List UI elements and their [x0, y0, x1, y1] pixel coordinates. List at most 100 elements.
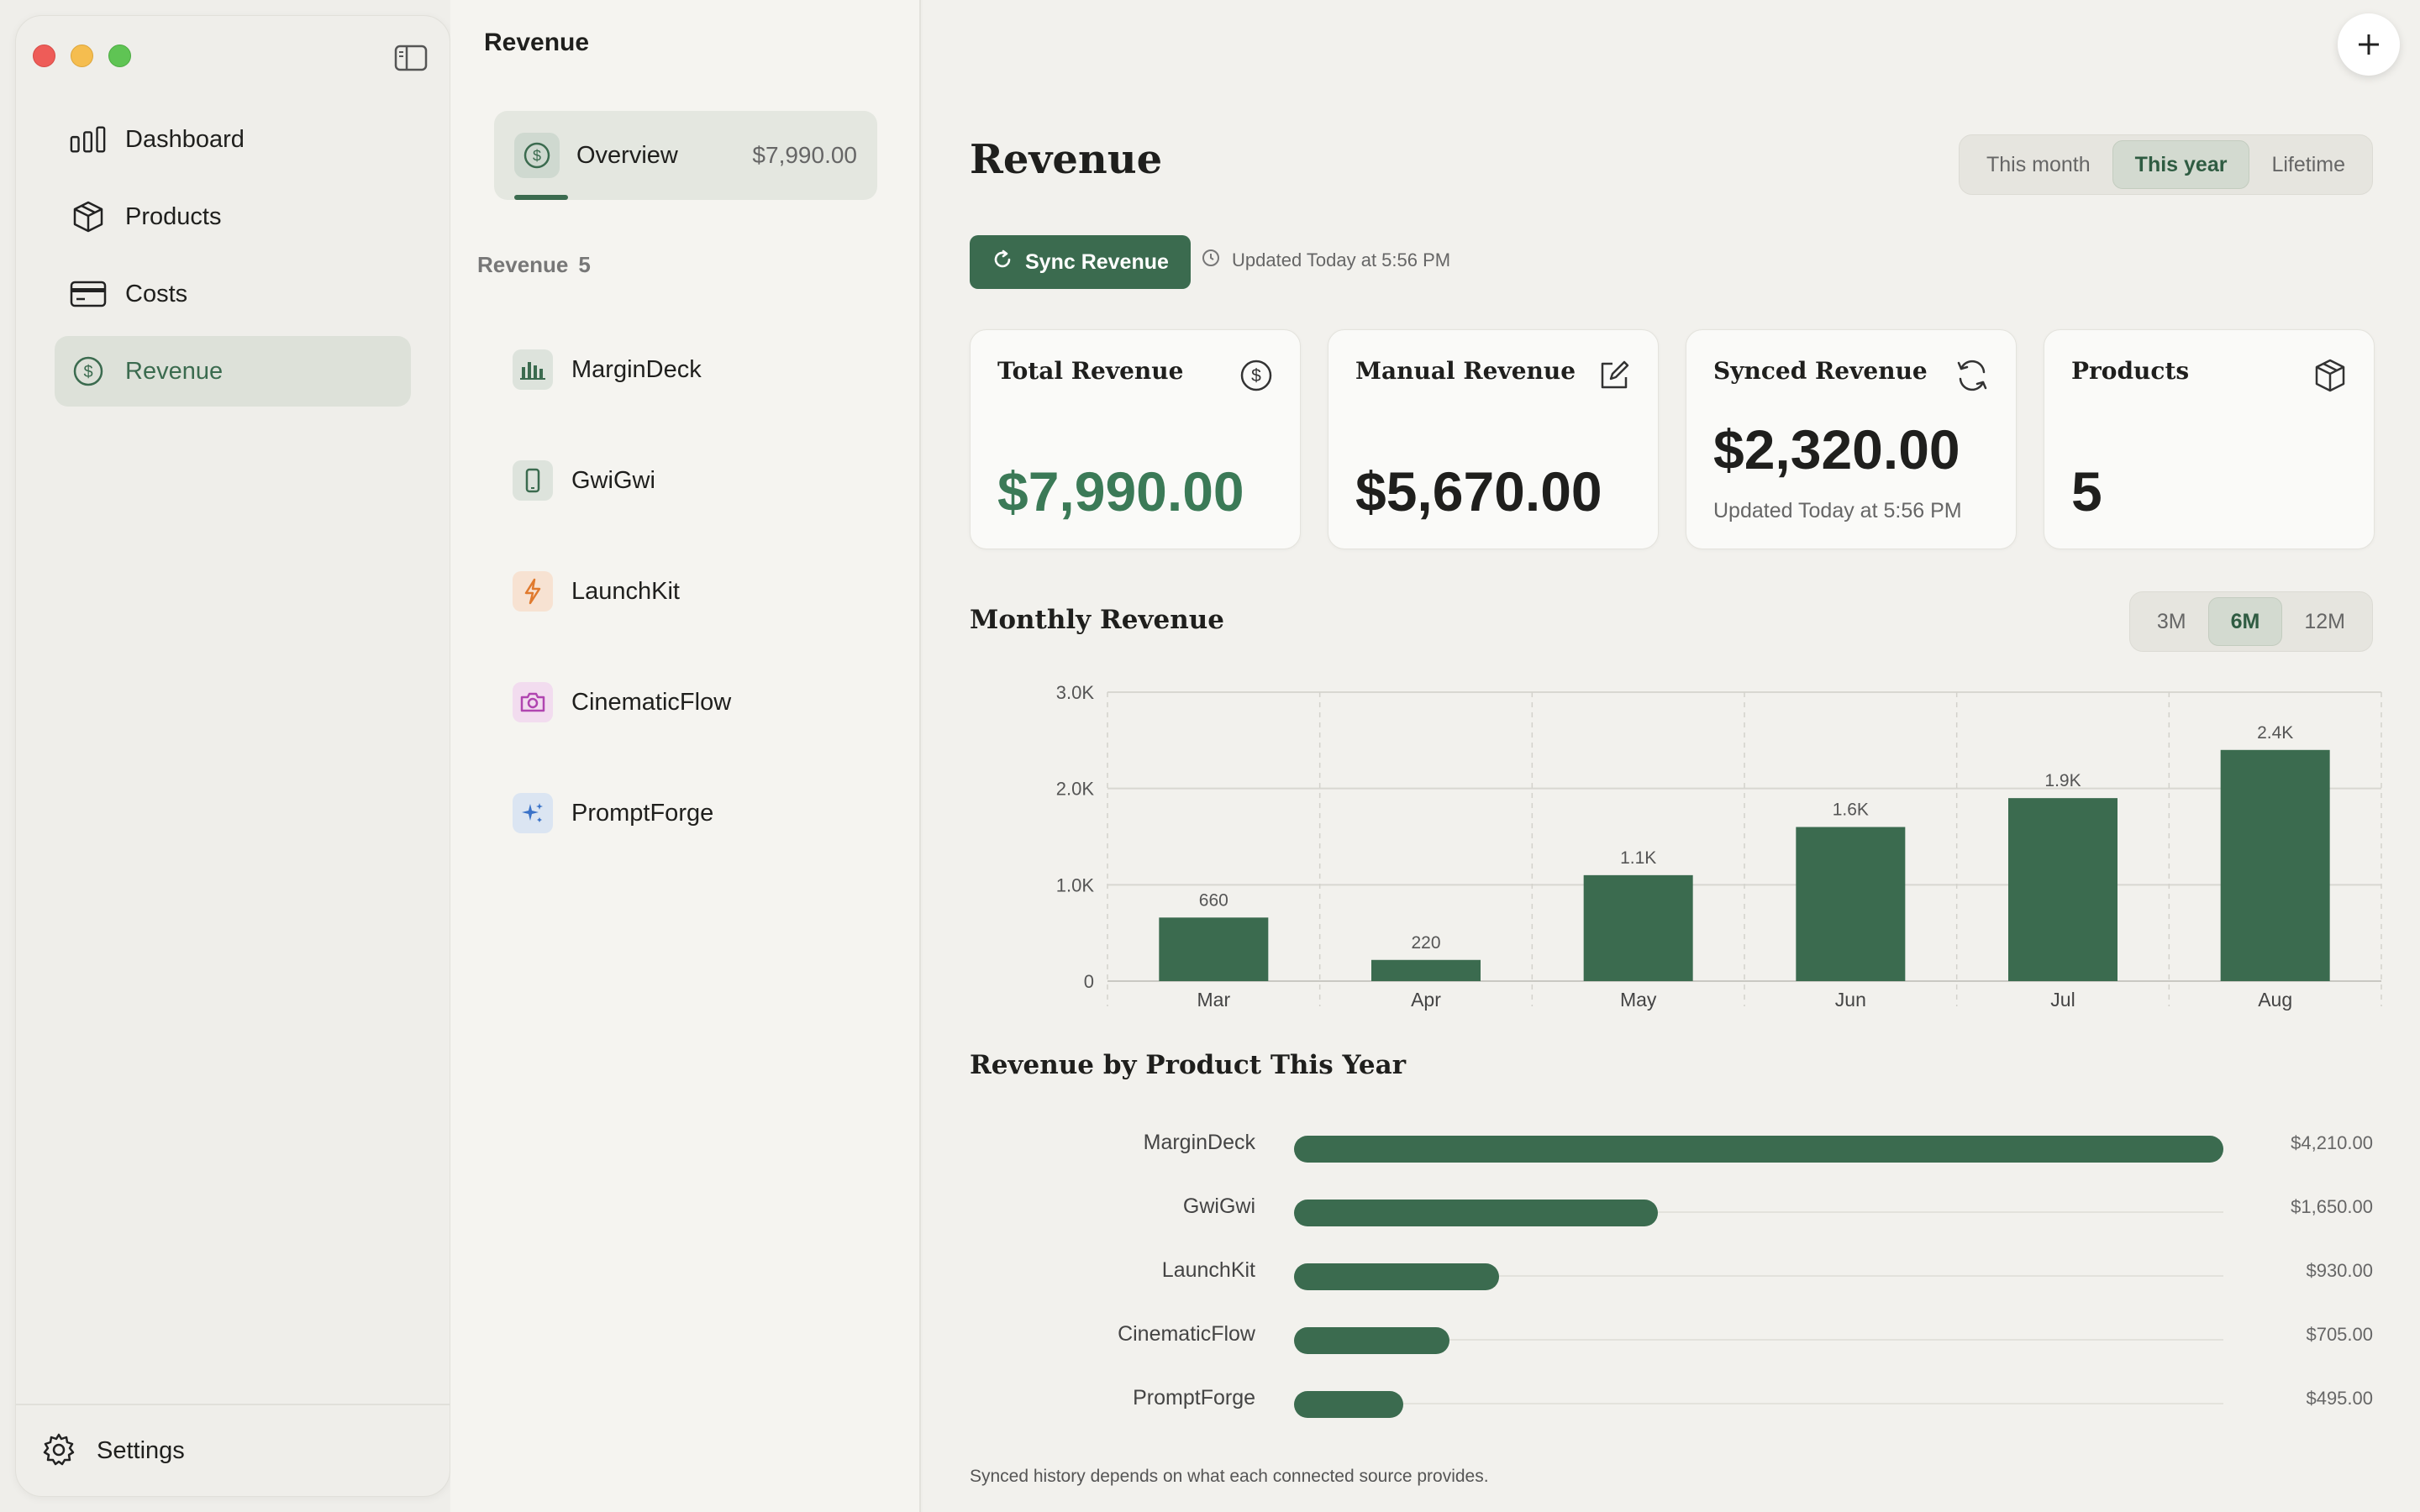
x-tick-label: Mar — [1197, 989, 1231, 1011]
product-bar-row: CinematicFlow $705.00 — [970, 1309, 2373, 1373]
bar-chart-icon — [70, 121, 107, 158]
bar-value-label: 220 — [1411, 933, 1440, 953]
products-card: Products 5 — [2044, 329, 2375, 549]
period-this-month[interactable]: This month — [1986, 152, 2091, 176]
product-bar-track — [1294, 1211, 2223, 1213]
sidebar-item-products[interactable]: Products — [55, 181, 411, 252]
x-tick-label: Jun — [1835, 989, 1866, 1011]
bar-value-label: 1.6K — [1833, 801, 1869, 820]
range-3m[interactable]: 3M — [2156, 609, 2186, 633]
summary-cards: Total Revenue $ $7,990.00 Manual Revenue… — [970, 329, 2375, 549]
product-bar-row: GwiGwi $1,650.00 — [970, 1181, 2373, 1245]
period-selector: This month This year Lifetime — [1959, 134, 2373, 195]
last-updated-text: Updated Today at 5:56 PM — [1232, 249, 1451, 270]
card-value: $2,320.00 — [1713, 418, 1960, 480]
list-item-gwigwi[interactable]: GwiGwi — [513, 425, 731, 536]
minimize-window-button[interactable] — [71, 45, 93, 67]
sync-revenue-label: Sync Revenue — [1025, 249, 1169, 274]
list-item-launchkit[interactable]: LaunchKit — [513, 536, 731, 647]
product-bar — [1294, 1327, 1449, 1354]
add-button[interactable] — [2338, 13, 2400, 76]
overview-label: Overview — [576, 141, 678, 169]
revenue-by-product-title: Revenue by Product This Year — [970, 1050, 1407, 1080]
manual-revenue-card: Manual Revenue $5,670.00 — [1328, 329, 1659, 549]
sidebar-item-costs[interactable]: Costs — [55, 259, 411, 329]
selection-indicator — [514, 195, 568, 200]
sidebar-item-label: Revenue — [125, 357, 224, 385]
box-icon — [70, 198, 107, 235]
range-12m[interactable]: 12M — [2304, 609, 2345, 633]
product-bar-value: $495.00 — [2306, 1388, 2373, 1409]
bar-may — [1583, 874, 1693, 981]
card-title: Products — [2071, 357, 2190, 385]
sidebar-item-revenue[interactable]: $ Revenue — [55, 336, 411, 407]
settings-label: Settings — [97, 1436, 185, 1464]
y-tick-label: 1.0K — [1056, 874, 1095, 895]
product-bar-label: LaunchKit — [1161, 1258, 1255, 1282]
card-value: 5 — [2071, 460, 2102, 522]
list-item-margindeck[interactable]: MarginDeck — [513, 314, 731, 425]
camera-icon — [513, 682, 553, 722]
clock-icon — [1202, 249, 1220, 272]
product-bar-value: $4,210.00 — [2291, 1132, 2373, 1153]
y-tick-label: 2.0K — [1056, 779, 1095, 800]
product-bar — [1294, 1391, 1403, 1418]
product-bar-track — [1294, 1403, 2223, 1404]
product-bar-row: MarginDeck $4,210.00 — [970, 1117, 2373, 1181]
total-revenue-card: Total Revenue $ $7,990.00 — [970, 329, 1301, 549]
period-lifetime[interactable]: Lifetime — [2271, 152, 2345, 176]
list-item-promptforge[interactable]: PromptForge — [513, 758, 731, 869]
close-window-button[interactable] — [33, 45, 55, 67]
product-bar-value: $1,650.00 — [2291, 1196, 2373, 1217]
section-header: Revenue 5 — [477, 252, 591, 278]
refresh-icon — [992, 249, 1013, 276]
card-title: Manual Revenue — [1355, 357, 1576, 385]
y-tick-label: 3.0K — [1056, 682, 1095, 703]
overview-amount: $7,990.00 — [752, 142, 857, 168]
range-selector: 3M 6M 12M — [2128, 591, 2373, 652]
sync-revenue-button[interactable]: Sync Revenue — [970, 235, 1191, 289]
product-name: MarginDeck — [571, 355, 702, 383]
range-6m[interactable]: 6M — [2207, 597, 2283, 646]
period-this-year[interactable]: This year — [2112, 140, 2250, 189]
sparkle-icon — [513, 793, 553, 833]
sidebar-item-dashboard[interactable]: Dashboard — [55, 104, 411, 175]
overview-item[interactable]: $ Overview $7,990.00 — [494, 111, 877, 200]
sidebar-item-label: Costs — [125, 280, 188, 307]
product-bar-label: GwiGwi — [1182, 1194, 1255, 1218]
synced-revenue-card: Synced Revenue $2,320.00 Updated Today a… — [1686, 329, 2017, 549]
bar-value-label: 1.1K — [1620, 848, 1656, 868]
footnote: Synced history depends on what each conn… — [970, 1467, 1489, 1486]
bar-aug — [2220, 749, 2330, 981]
product-bar-track — [1294, 1339, 2223, 1341]
page-title: Revenue — [970, 136, 1163, 183]
bar-jun — [1796, 827, 1906, 981]
zoom-window-button[interactable] — [108, 45, 131, 67]
x-tick-label: Jul — [2050, 989, 2075, 1011]
edit-icon — [1596, 357, 1633, 394]
last-updated: Updated Today at 5:56 PM — [1202, 249, 1450, 272]
sidebar-toggle-icon[interactable] — [394, 45, 428, 71]
sync-icon — [1954, 357, 1991, 394]
monthly-revenue-title: Monthly Revenue — [970, 605, 1224, 635]
product-name: GwiGwi — [571, 466, 655, 494]
list-item-cinematicflow[interactable]: CinematicFlow — [513, 647, 731, 758]
product-name: PromptForge — [571, 799, 714, 827]
bar-value-label: 2.4K — [2257, 723, 2293, 743]
revenue-list-pane: Revenue $ Overview $7,990.00 Revenue 5 Ma… — [450, 0, 921, 1512]
phone-icon — [513, 460, 553, 501]
box-icon — [2312, 357, 2349, 394]
window-controls — [33, 45, 131, 67]
product-bar — [1294, 1136, 2223, 1163]
product-bar-row: LaunchKit $930.00 — [970, 1245, 2373, 1309]
x-tick-label: Aug — [2258, 989, 2292, 1011]
dollar-icon: $ — [70, 353, 107, 390]
product-list: MarginDeck GwiGwi LaunchKit CinematicFlo… — [513, 314, 731, 869]
product-bar-track — [1294, 1275, 2223, 1277]
x-tick-label: May — [1620, 989, 1657, 1011]
dollar-circle-icon: $ — [1238, 357, 1275, 394]
product-bar — [1294, 1200, 1658, 1226]
bolt-icon — [513, 571, 553, 612]
card-value: $7,990.00 — [997, 460, 1244, 522]
settings-button[interactable]: Settings — [16, 1404, 450, 1496]
